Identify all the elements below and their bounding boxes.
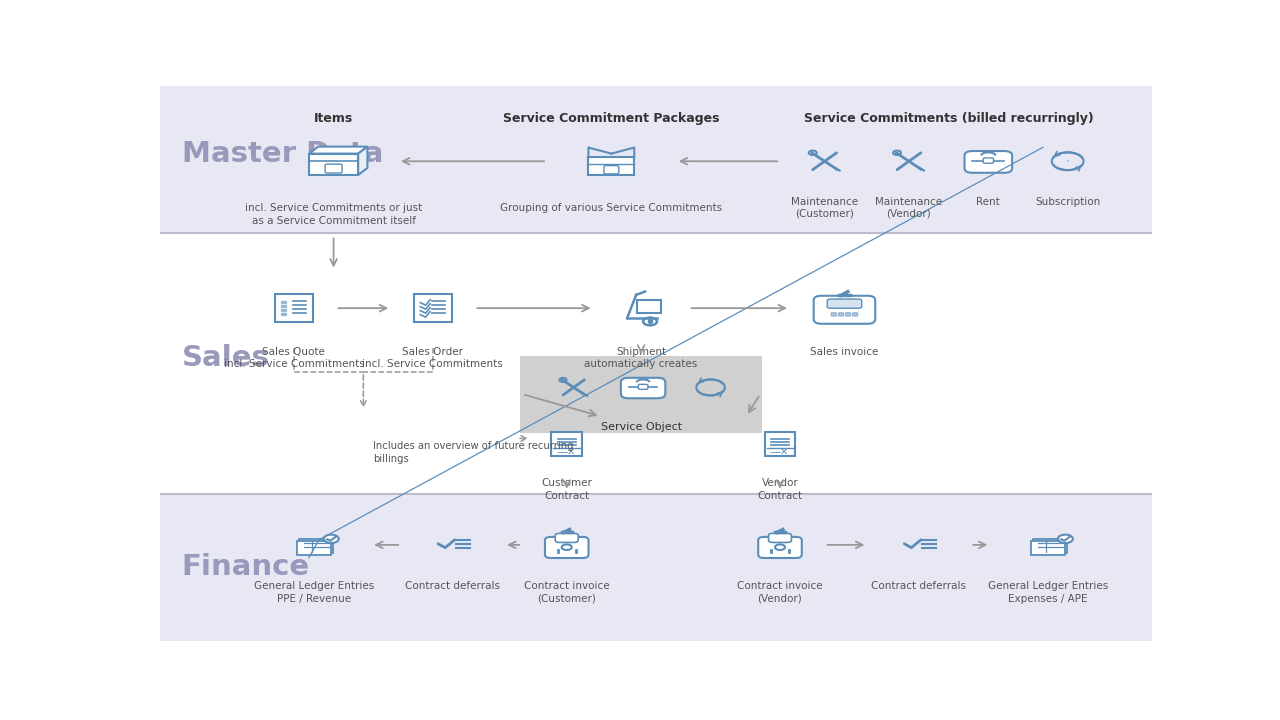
FancyBboxPatch shape xyxy=(1030,541,1065,555)
Text: Vendor
Contract: Vendor Contract xyxy=(758,478,803,501)
Text: Master Data: Master Data xyxy=(182,140,383,168)
FancyBboxPatch shape xyxy=(604,166,618,174)
Text: General Ledger Entries
Expenses / APE: General Ledger Entries Expenses / APE xyxy=(988,582,1108,604)
Text: ✕: ✕ xyxy=(780,446,788,456)
Polygon shape xyxy=(358,147,367,175)
FancyBboxPatch shape xyxy=(764,432,795,456)
Text: Sales Order
incl. Service Commitments: Sales Order incl. Service Commitments xyxy=(362,347,503,369)
Polygon shape xyxy=(589,157,635,175)
FancyBboxPatch shape xyxy=(965,151,1012,173)
FancyBboxPatch shape xyxy=(275,294,312,323)
FancyBboxPatch shape xyxy=(852,312,858,316)
FancyBboxPatch shape xyxy=(280,312,285,315)
Text: Items: Items xyxy=(314,112,353,125)
Text: Sales: Sales xyxy=(182,344,270,372)
Text: Finance: Finance xyxy=(182,554,310,581)
FancyBboxPatch shape xyxy=(621,378,666,398)
FancyBboxPatch shape xyxy=(556,534,579,542)
Circle shape xyxy=(1057,535,1073,543)
Text: —: — xyxy=(556,446,567,456)
Text: Sales invoice: Sales invoice xyxy=(810,347,878,357)
Text: —: — xyxy=(769,446,781,456)
FancyBboxPatch shape xyxy=(520,356,762,433)
FancyBboxPatch shape xyxy=(160,233,1152,494)
Text: Service Commitment Packages: Service Commitment Packages xyxy=(503,112,719,125)
Text: Contract deferrals: Contract deferrals xyxy=(872,582,966,591)
Text: Shipment
automatically creates: Shipment automatically creates xyxy=(585,347,698,369)
Text: Contract invoice
(Customer): Contract invoice (Customer) xyxy=(524,582,609,604)
Text: ✕: ✕ xyxy=(567,446,575,456)
Polygon shape xyxy=(308,147,367,153)
Text: Includes an overview of future recurring
billings: Includes an overview of future recurring… xyxy=(374,441,573,464)
Text: Subscription: Subscription xyxy=(1036,197,1101,207)
Text: Service Commitments (billed recurringly): Service Commitments (billed recurringly) xyxy=(804,112,1093,125)
FancyBboxPatch shape xyxy=(758,537,801,558)
FancyBboxPatch shape xyxy=(545,537,589,558)
Text: General Ledger Entries
PPE / Revenue: General Ledger Entries PPE / Revenue xyxy=(253,582,374,604)
FancyBboxPatch shape xyxy=(280,305,285,307)
FancyBboxPatch shape xyxy=(280,301,285,303)
FancyBboxPatch shape xyxy=(768,534,791,542)
FancyBboxPatch shape xyxy=(160,494,1152,641)
Text: Maintenance
(Customer): Maintenance (Customer) xyxy=(791,197,858,219)
Text: Service Object: Service Object xyxy=(600,422,682,432)
FancyBboxPatch shape xyxy=(845,312,851,316)
Text: incl. Service Commitments or just
as a Service Commitment itself: incl. Service Commitments or just as a S… xyxy=(244,203,422,225)
FancyBboxPatch shape xyxy=(1033,539,1068,553)
FancyBboxPatch shape xyxy=(297,541,330,555)
FancyBboxPatch shape xyxy=(300,539,333,553)
FancyBboxPatch shape xyxy=(413,294,452,323)
FancyBboxPatch shape xyxy=(983,158,993,163)
Text: Maintenance
(Vendor): Maintenance (Vendor) xyxy=(876,197,942,219)
Polygon shape xyxy=(308,153,358,175)
Text: ✦: ✦ xyxy=(1066,159,1069,163)
Circle shape xyxy=(324,535,339,543)
FancyBboxPatch shape xyxy=(325,164,342,173)
Text: Contract invoice
(Vendor): Contract invoice (Vendor) xyxy=(737,582,823,604)
Text: Grouping of various Service Commitments: Grouping of various Service Commitments xyxy=(500,203,722,213)
FancyBboxPatch shape xyxy=(639,384,648,390)
FancyBboxPatch shape xyxy=(636,300,662,313)
FancyBboxPatch shape xyxy=(280,309,285,311)
FancyBboxPatch shape xyxy=(827,299,861,308)
FancyBboxPatch shape xyxy=(552,432,582,456)
Text: Contract deferrals: Contract deferrals xyxy=(406,582,500,591)
Text: Customer
Contract: Customer Contract xyxy=(541,478,593,501)
FancyBboxPatch shape xyxy=(160,86,1152,233)
Text: Rent: Rent xyxy=(977,197,1000,207)
FancyBboxPatch shape xyxy=(831,312,836,316)
FancyBboxPatch shape xyxy=(814,296,876,324)
FancyBboxPatch shape xyxy=(838,312,844,316)
Text: Sales Quote
incl. Service Commitments: Sales Quote incl. Service Commitments xyxy=(224,347,365,369)
